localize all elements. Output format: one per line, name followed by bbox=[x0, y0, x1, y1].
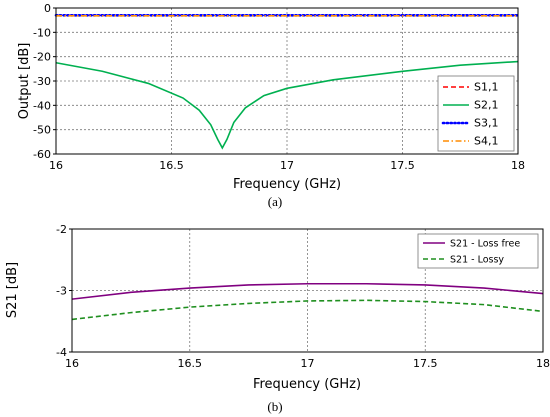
chart-a-series bbox=[54, 14, 520, 150]
y-tick-label: -30 bbox=[33, 75, 51, 88]
x-tick-label: 17 bbox=[280, 159, 294, 172]
chart-a-x-axis-label: Frequency (GHz) bbox=[233, 177, 341, 192]
chart-b-y-ticks: -2 -3 -4 bbox=[56, 223, 72, 359]
legend-label: S3,1 bbox=[474, 117, 498, 130]
x-tick-label: 17.5 bbox=[390, 159, 415, 172]
series-line-s21-loss-free bbox=[71, 282, 544, 300]
legend-label: S4,1 bbox=[474, 135, 498, 148]
x-tick-label: 16 bbox=[49, 159, 63, 172]
x-tick-label: 18 bbox=[511, 159, 525, 172]
y-tick-label: -2 bbox=[56, 223, 67, 236]
y-tick-label: 0 bbox=[44, 2, 51, 15]
chart-a-y-axis-label: Output [dB] bbox=[17, 43, 32, 120]
y-tick-label: -4 bbox=[56, 346, 67, 359]
chart-b: -2 -3 -4 16 16.5 17 17.5 18 Frequency (GHz) S2… bbox=[5, 223, 550, 414]
legend-label: S21 - Loss free bbox=[450, 239, 520, 250]
y-tick-label: -60 bbox=[33, 148, 51, 161]
chart-a-x-ticks: 16 16.5 17 17.5 18 bbox=[49, 159, 525, 172]
x-tick-label: 16.5 bbox=[159, 159, 184, 172]
legend-label: S2,1 bbox=[474, 99, 498, 112]
series-line-s2-1 bbox=[55, 60, 519, 150]
y-tick-label: -40 bbox=[33, 99, 51, 112]
chart-b-x-axis-label: Frequency (GHz) bbox=[253, 377, 361, 392]
chart-b-x-ticks: 16 16.5 17 17.5 18 bbox=[65, 357, 550, 370]
chart-a-y-ticks: 0 -10 -20 -30 -40 -50 -60 bbox=[33, 2, 56, 161]
chart-b-caption: (b) bbox=[267, 399, 282, 414]
y-tick-label: -3 bbox=[56, 285, 67, 298]
legend-label: S21 - Lossy bbox=[450, 255, 504, 266]
y-tick-label: -20 bbox=[33, 51, 51, 64]
legend-label: S1,1 bbox=[474, 81, 498, 94]
x-tick-label: 16.5 bbox=[178, 357, 203, 370]
x-tick-label: 16 bbox=[65, 357, 79, 370]
x-tick-label: 18 bbox=[536, 357, 550, 370]
chart-b-y-axis-label: S21 [dB] bbox=[5, 262, 20, 318]
chart-b-legend: S21 - Loss free S21 - Lossy bbox=[417, 233, 539, 269]
x-tick-label: 17.5 bbox=[413, 357, 438, 370]
chart-a-caption: (a) bbox=[268, 194, 282, 209]
chart-b-series bbox=[71, 282, 544, 321]
chart-a: 0 -10 -20 -30 -40 -50 -60 16 16.5 17 17.5 18 Frequ… bbox=[17, 2, 525, 209]
series-line-s21-lossy bbox=[71, 299, 544, 321]
x-tick-label: 17 bbox=[301, 357, 315, 370]
y-tick-label: -10 bbox=[33, 26, 51, 39]
chart-a-legend: S1,1 S2,1 S3,1 S4,1 bbox=[437, 75, 515, 152]
y-tick-label: -50 bbox=[33, 124, 51, 137]
